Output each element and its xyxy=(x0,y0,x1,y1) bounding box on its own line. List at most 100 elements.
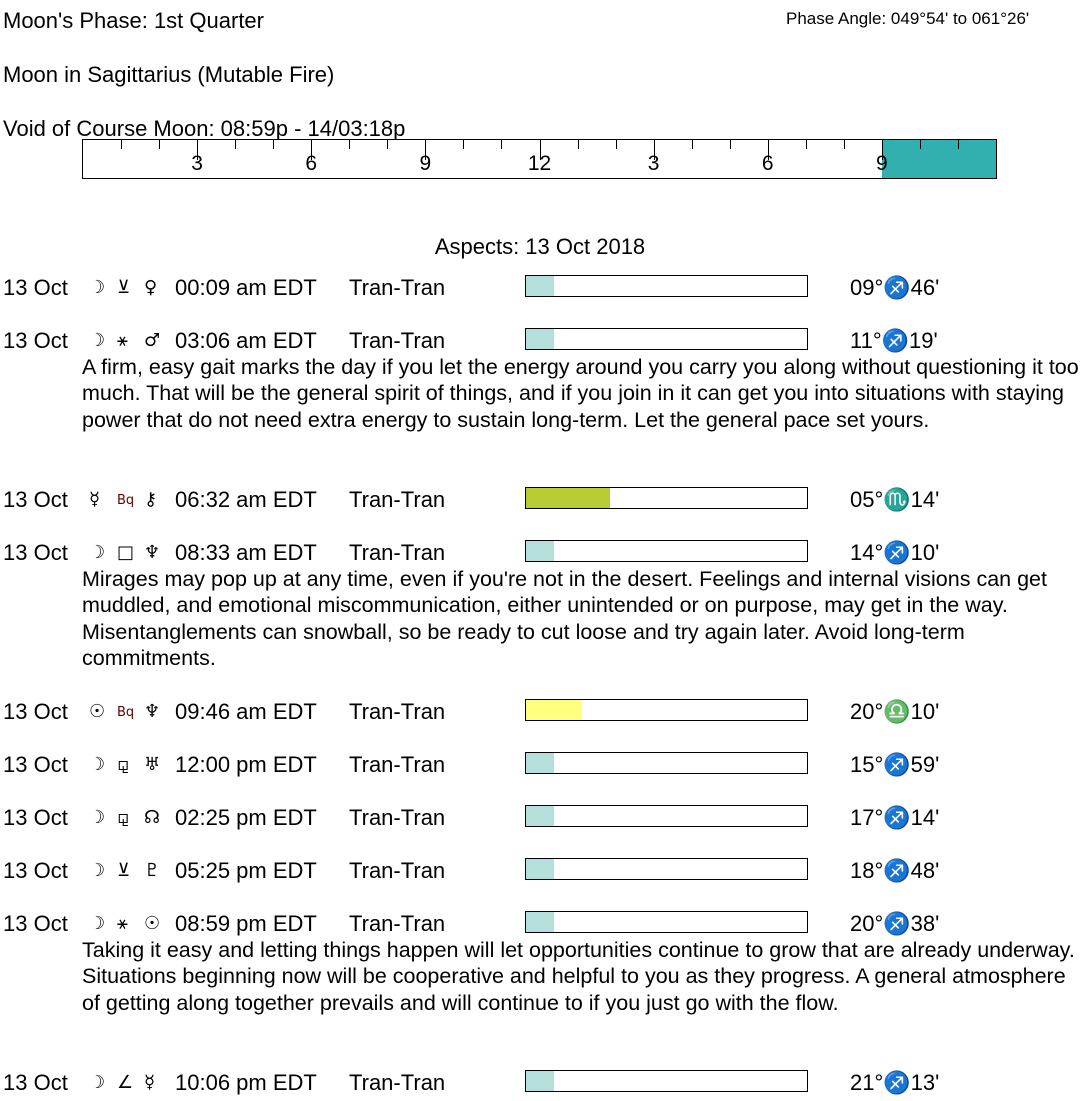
aspect-type: Tran-Tran xyxy=(349,275,446,300)
aspect-date: 13 Oct xyxy=(3,275,68,300)
aspect-type: Tran-Tran xyxy=(349,752,446,777)
aspect-position: 05°♏14' xyxy=(850,487,940,512)
aspect-time: 08:59 pm EDT xyxy=(175,911,317,936)
aspect-time: 03:06 am EDT xyxy=(175,328,317,353)
aspect-time: 09:46 am EDT xyxy=(175,699,317,724)
phase-angle: Phase Angle: 049°54' to 061°26' xyxy=(786,9,1030,28)
aspect-position: 15°♐59' xyxy=(850,752,940,777)
aspect-row: 13 Oct ☽ ⚹ ♂ 03:06 am EDT Tran-Tran 11°♐19' xyxy=(0,328,1089,353)
planet-2-icon: ♆ xyxy=(144,701,161,722)
aspect-type: Tran-Tran xyxy=(349,540,446,565)
strength-bar xyxy=(525,1070,808,1092)
aspect-row: 13 Oct ☉ Bq ♆ 09:46 am EDT Tran-Tran 20°♎10' xyxy=(0,699,1089,724)
moon-phase: Moon's Phase: 1st Quarter xyxy=(3,8,264,33)
hour-tick xyxy=(387,140,389,149)
planet-1-icon: ☿ xyxy=(89,489,101,510)
aspect-row: 13 Oct ☽ ⚼ ☊ 02:25 pm EDT Tran-Tran 17°♐14' xyxy=(0,805,1089,830)
moon-sign: Moon in Sagittarius (Mutable Fire) xyxy=(3,62,335,87)
aspect-time: 06:32 am EDT xyxy=(175,487,317,512)
hour-tick xyxy=(197,140,199,160)
planet-1-icon: ☽ xyxy=(89,330,106,351)
strength-bar xyxy=(525,911,808,933)
planet-2-icon: ♂ xyxy=(144,330,161,351)
aspect-position: 14°♐10' xyxy=(850,540,940,565)
aspect-type: Tran-Tran xyxy=(349,487,446,512)
planet-1-icon: ☽ xyxy=(89,277,106,298)
hour-tick xyxy=(425,140,427,160)
hour-tick xyxy=(653,140,655,160)
hour-tick xyxy=(691,140,693,149)
hour-tick xyxy=(159,140,161,149)
aspect-date: 13 Oct xyxy=(3,752,68,777)
planet-1-icon: ☽ xyxy=(89,754,106,775)
hour-tick xyxy=(881,140,883,160)
aspect-type: Tran-Tran xyxy=(349,805,446,830)
aspect-position: 18°♐48' xyxy=(850,858,940,883)
aspect-date: 13 Oct xyxy=(3,328,68,353)
aspect-icon: ⊻ xyxy=(117,277,131,298)
aspect-icon: ⚼ xyxy=(117,754,130,775)
aspect-position: 20°♎10' xyxy=(850,699,940,724)
strength-bar xyxy=(525,805,808,827)
planet-2-icon: ♅ xyxy=(144,754,161,775)
planet-1-icon: ☽ xyxy=(89,542,106,563)
aspect-type: Tran-Tran xyxy=(349,699,446,724)
planet-2-icon: ♀ xyxy=(144,277,158,298)
aspect-date: 13 Oct xyxy=(3,858,68,883)
planet-1-icon: ☉ xyxy=(89,701,106,722)
aspect-row: 13 Oct ☽ ⚼ ♅ 12:00 pm EDT Tran-Tran 15°♐59' xyxy=(0,752,1089,777)
aspect-icon: ⊻ xyxy=(117,860,131,881)
hour-label: 12 xyxy=(527,152,552,175)
planet-2-icon: ☉ xyxy=(144,913,161,934)
strength-bar xyxy=(525,275,808,297)
hour-label: 3 xyxy=(647,152,660,175)
strength-bar xyxy=(525,328,808,350)
strength-fill xyxy=(526,541,555,561)
strength-fill xyxy=(526,859,555,879)
planet-2-icon: ☿ xyxy=(144,1072,156,1093)
aspect-date: 13 Oct xyxy=(3,540,68,565)
void-period-fill xyxy=(881,140,996,178)
hour-tick xyxy=(349,140,351,149)
void-of-course-timeline: 3 6 9 12 3 6 9 xyxy=(82,139,997,179)
aspect-date: 13 Oct xyxy=(3,805,68,830)
planet-2-icon: ⚷ xyxy=(144,489,158,510)
aspect-description: A firm, easy gait marks the day if you l… xyxy=(82,354,1079,432)
hour-tick xyxy=(539,140,541,160)
strength-fill xyxy=(526,753,555,773)
hour-label: 9 xyxy=(876,152,888,175)
aspect-description: Taking it easy and letting things happen… xyxy=(82,937,1075,1015)
hour-label: 6 xyxy=(305,152,318,175)
aspect-time: 05:25 pm EDT xyxy=(175,858,317,883)
strength-bar xyxy=(525,487,808,509)
aspect-time: 08:33 am EDT xyxy=(175,540,317,565)
hour-tick xyxy=(957,140,959,149)
hour-label: 6 xyxy=(761,152,774,175)
strength-fill xyxy=(526,1071,555,1091)
aspect-row: 13 Oct ☿ Bq ⚷ 06:32 am EDT Tran-Tran 05°♏14' xyxy=(0,487,1089,512)
aspect-icon: ⚹ xyxy=(117,330,128,351)
aspect-time: 12:00 pm EDT xyxy=(175,752,317,777)
planet-1-icon: ☽ xyxy=(89,913,106,934)
aspect-date: 13 Oct xyxy=(3,699,68,724)
hour-tick xyxy=(805,140,807,149)
planet-1-icon: ☽ xyxy=(89,807,106,828)
hour-tick xyxy=(767,140,769,160)
aspect-row: 13 Oct ☽ ⊻ ♀ 00:09 am EDT Tran-Tran 09°♐46' xyxy=(0,275,1089,300)
hour-tick xyxy=(463,140,465,149)
aspect-icon: Bq xyxy=(117,705,135,720)
aspects-title: Aspects: 13 Oct 2018 xyxy=(434,234,646,259)
hour-label: 9 xyxy=(419,152,432,175)
strength-fill xyxy=(526,912,555,932)
aspect-position: 21°♐13' xyxy=(850,1070,940,1095)
planet-1-icon: ☽ xyxy=(89,1072,106,1093)
hour-tick xyxy=(729,140,731,149)
hour-tick xyxy=(235,140,237,149)
aspect-position: 09°♐46' xyxy=(850,275,940,300)
aspect-icon: ⚼ xyxy=(117,807,130,828)
hour-tick xyxy=(577,140,579,149)
strength-bar xyxy=(525,752,808,774)
planet-1-icon: ☽ xyxy=(89,860,106,881)
aspect-type: Tran-Tran xyxy=(349,328,446,353)
strength-bar xyxy=(525,699,808,721)
